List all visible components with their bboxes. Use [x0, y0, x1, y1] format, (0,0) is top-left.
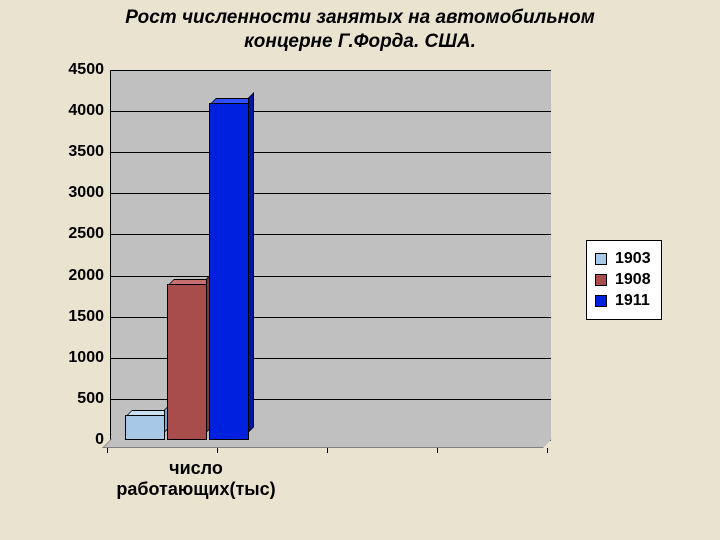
- legend-label: 1903: [615, 250, 651, 268]
- chart-title: Рост численности занятых на автомобильно…: [0, 6, 720, 54]
- y-tick-label: 500: [60, 390, 104, 408]
- y-axis: 050010001500200025003000350040004500: [60, 70, 110, 440]
- chart-title-line-1: Рост численности занятых на автомобильно…: [125, 7, 595, 28]
- y-tick-label: 2000: [60, 267, 104, 285]
- legend-swatch: [595, 253, 607, 265]
- grid-line: [111, 276, 551, 277]
- legend-swatch: [595, 274, 607, 286]
- y-tick-label: 2500: [60, 225, 104, 243]
- page-root: Рост численности занятых на автомобильно…: [0, 0, 720, 540]
- plot-area: числоработающих(тыс): [110, 70, 551, 441]
- x-tick-mark: [547, 448, 548, 453]
- bar-1908: [167, 284, 207, 440]
- grid-line: [111, 152, 551, 153]
- legend-swatch: [595, 295, 607, 307]
- grid-line: [111, 111, 551, 112]
- y-tick-label: 1500: [60, 308, 104, 326]
- x-axis-label-line-2: работающих(тыс): [116, 479, 275, 499]
- y-tick-label: 0: [60, 431, 104, 449]
- grid-line: [111, 234, 551, 235]
- plot-floor-3d: [102, 439, 552, 448]
- y-tick-label: 3500: [60, 143, 104, 161]
- bar-1903: [125, 415, 165, 440]
- bar-1911: [209, 103, 249, 440]
- y-tick-label: 1000: [60, 349, 104, 367]
- legend-item-1903: 1903: [595, 250, 651, 268]
- x-tick-mark: [327, 448, 328, 453]
- x-tick-mark: [437, 448, 438, 453]
- x-tick-mark: [107, 448, 108, 453]
- y-tick-label: 4500: [60, 61, 104, 79]
- chart-area: 050010001500200025003000350040004500 чис…: [60, 70, 551, 441]
- grid-line: [111, 70, 551, 71]
- x-axis-label: числоработающих(тыс): [111, 458, 281, 500]
- legend: 1903 1908 1911: [586, 240, 662, 320]
- legend-item-1911: 1911: [595, 292, 651, 310]
- x-axis-label-line-1: число: [169, 458, 223, 478]
- grid-line: [111, 193, 551, 194]
- y-tick-label: 3000: [60, 184, 104, 202]
- x-tick-mark: [217, 448, 218, 453]
- legend-item-1908: 1908: [595, 271, 651, 289]
- legend-label: 1908: [615, 271, 651, 289]
- bar-side-face: [248, 92, 254, 433]
- chart-title-line-2: концерне Г.Форда. США.: [244, 31, 476, 52]
- legend-label: 1911: [615, 292, 650, 310]
- y-tick-label: 4000: [60, 102, 104, 120]
